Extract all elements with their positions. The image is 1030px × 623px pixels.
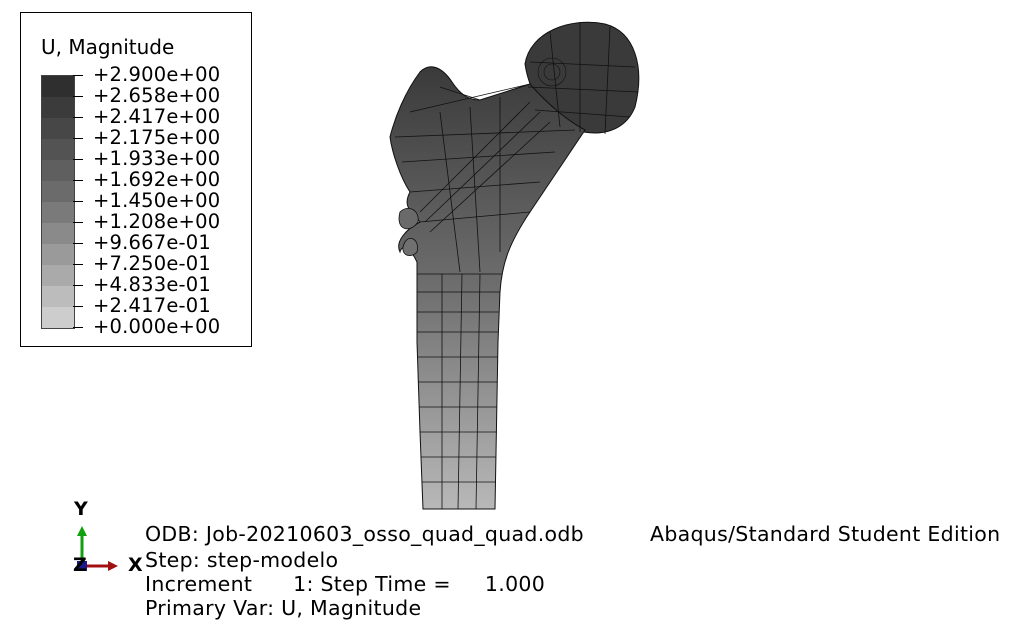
- legend-band: [42, 265, 74, 286]
- legend-tick: [73, 306, 83, 307]
- legend-label: +9.667e-01: [93, 231, 212, 254]
- legend-label: +1.450e+00: [93, 189, 221, 212]
- primary-var-info: Primary Var: U, Magnitude: [145, 596, 422, 620]
- step-info: Step: step-modelo: [145, 548, 339, 572]
- legend-band: [42, 223, 74, 244]
- legend-label: +4.833e-01: [93, 273, 212, 296]
- legend-tick: [73, 243, 83, 244]
- legend-tick: [73, 327, 83, 328]
- odb-info: ODB: Job-20210603_osso_quad_quad.odb: [145, 522, 584, 546]
- legend-tick: [73, 75, 83, 76]
- z-axis-label: Z: [73, 554, 87, 576]
- femur-mesh: [389, 21, 640, 510]
- legend-tick: [73, 117, 83, 118]
- legend-tick: [73, 285, 83, 286]
- legend-band: [42, 244, 74, 265]
- increment-info: Increment 1: Step Time = 1.000: [145, 572, 546, 596]
- legend-band: [42, 118, 74, 139]
- legend-tick: [73, 180, 83, 181]
- legend-tick: [73, 201, 83, 202]
- legend-tick: [73, 159, 83, 160]
- contour-legend: U, Magnitude +2.900e+00 +2.658e+00 +2.417e…: [20, 12, 252, 347]
- legend-tick: [73, 138, 83, 139]
- legend-tick: [73, 96, 83, 97]
- legend-title: U, Magnitude: [41, 35, 175, 59]
- edition-info: Abaqus/Standard Student Edition: [650, 522, 1001, 546]
- legend-band: [42, 286, 74, 307]
- legend-label: +2.900e+00: [93, 63, 221, 86]
- legend-band: [42, 181, 74, 202]
- legend-label: +1.692e+00: [93, 168, 221, 191]
- legend-label: +2.658e+00: [93, 84, 221, 107]
- legend-tick: [73, 264, 83, 265]
- legend-band: [42, 307, 74, 328]
- legend-label: +0.000e+00: [93, 315, 221, 338]
- legend-band: [42, 160, 74, 181]
- legend-band: [42, 76, 74, 97]
- legend-tick: [73, 222, 83, 223]
- y-axis-label: Y: [74, 498, 88, 520]
- legend-label: +1.933e+00: [93, 147, 221, 170]
- legend-label: +2.175e+00: [93, 126, 221, 149]
- legend-label: +2.417e-01: [93, 294, 212, 317]
- legend-band: [42, 202, 74, 223]
- legend-label: +1.208e+00: [93, 210, 221, 233]
- x-axis-label: X: [128, 554, 143, 576]
- mesh-lines: [394, 22, 639, 510]
- legend-band: [42, 139, 74, 160]
- legend-color-bar: [41, 75, 75, 329]
- legend-band: [42, 97, 74, 118]
- legend-label: +2.417e+00: [93, 105, 221, 128]
- legend-label: +7.250e-01: [93, 252, 212, 275]
